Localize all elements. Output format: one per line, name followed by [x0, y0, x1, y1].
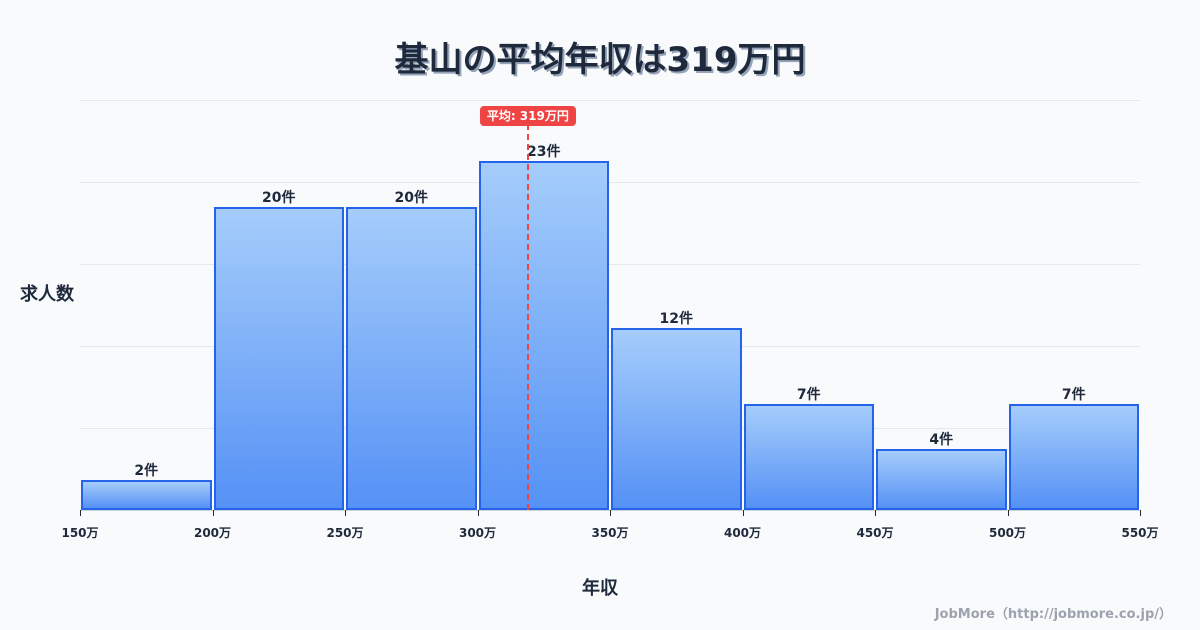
x-tick-mark: [742, 510, 744, 516]
x-tick-mark: [610, 510, 611, 516]
gridline: [80, 428, 1140, 429]
bar-value-label: 20件: [262, 190, 296, 206]
histogram-bar: [213, 207, 344, 510]
histogram-bar: [1008, 404, 1139, 510]
x-tick-label: 500万: [988, 526, 1027, 540]
x-tick-mark: [1140, 510, 1141, 516]
mean-line: [526, 124, 529, 510]
histogram-bar: [478, 161, 609, 510]
bar-value-label: 12件: [659, 311, 693, 327]
bar-value-label: 7件: [796, 387, 821, 403]
gridline: [80, 100, 1140, 101]
x-tick-label: 550万: [1121, 526, 1159, 540]
bar-value-label: 23件: [527, 144, 561, 160]
bar-value-label: 20件: [394, 190, 428, 206]
histogram-bar: [346, 207, 477, 510]
x-tick-mark: [80, 510, 81, 516]
chart-title: 基山の平均年収は319万円: [394, 40, 806, 80]
x-tick-mark: [875, 510, 876, 516]
x-tick-label: 450万: [856, 526, 894, 540]
x-tick-label: 300万: [458, 526, 497, 540]
mean-badge: 平均: 319万円: [479, 106, 576, 126]
x-tick-mark: [212, 510, 214, 516]
gridline: [80, 346, 1140, 347]
gridline: [80, 182, 1140, 183]
histogram-bar: [81, 480, 212, 510]
bar-value-label: 4件: [929, 432, 954, 448]
x-tick-label: 250万: [326, 526, 364, 540]
x-tick-mark: [1007, 510, 1009, 516]
footer-credit: JobMore（http://jobmore.co.jp/）: [934, 607, 1172, 622]
x-tick-label: 200万: [193, 526, 232, 540]
histogram-bar: [611, 328, 742, 510]
bar-value-label: 7件: [1061, 387, 1086, 403]
bar-value-label: 2件: [134, 463, 159, 479]
x-tick-label: 350万: [591, 526, 629, 540]
y-axis-label: 求人数: [20, 284, 74, 305]
x-tick-label: 400万: [723, 526, 762, 540]
x-axis-label: 年収: [582, 578, 618, 599]
histogram-bar: [876, 449, 1007, 510]
x-tick-label: 150万: [61, 526, 99, 540]
histogram-bar: [743, 404, 874, 510]
x-tick-mark: [477, 510, 479, 516]
x-tick-mark: [345, 510, 346, 516]
gridline: [80, 264, 1140, 265]
